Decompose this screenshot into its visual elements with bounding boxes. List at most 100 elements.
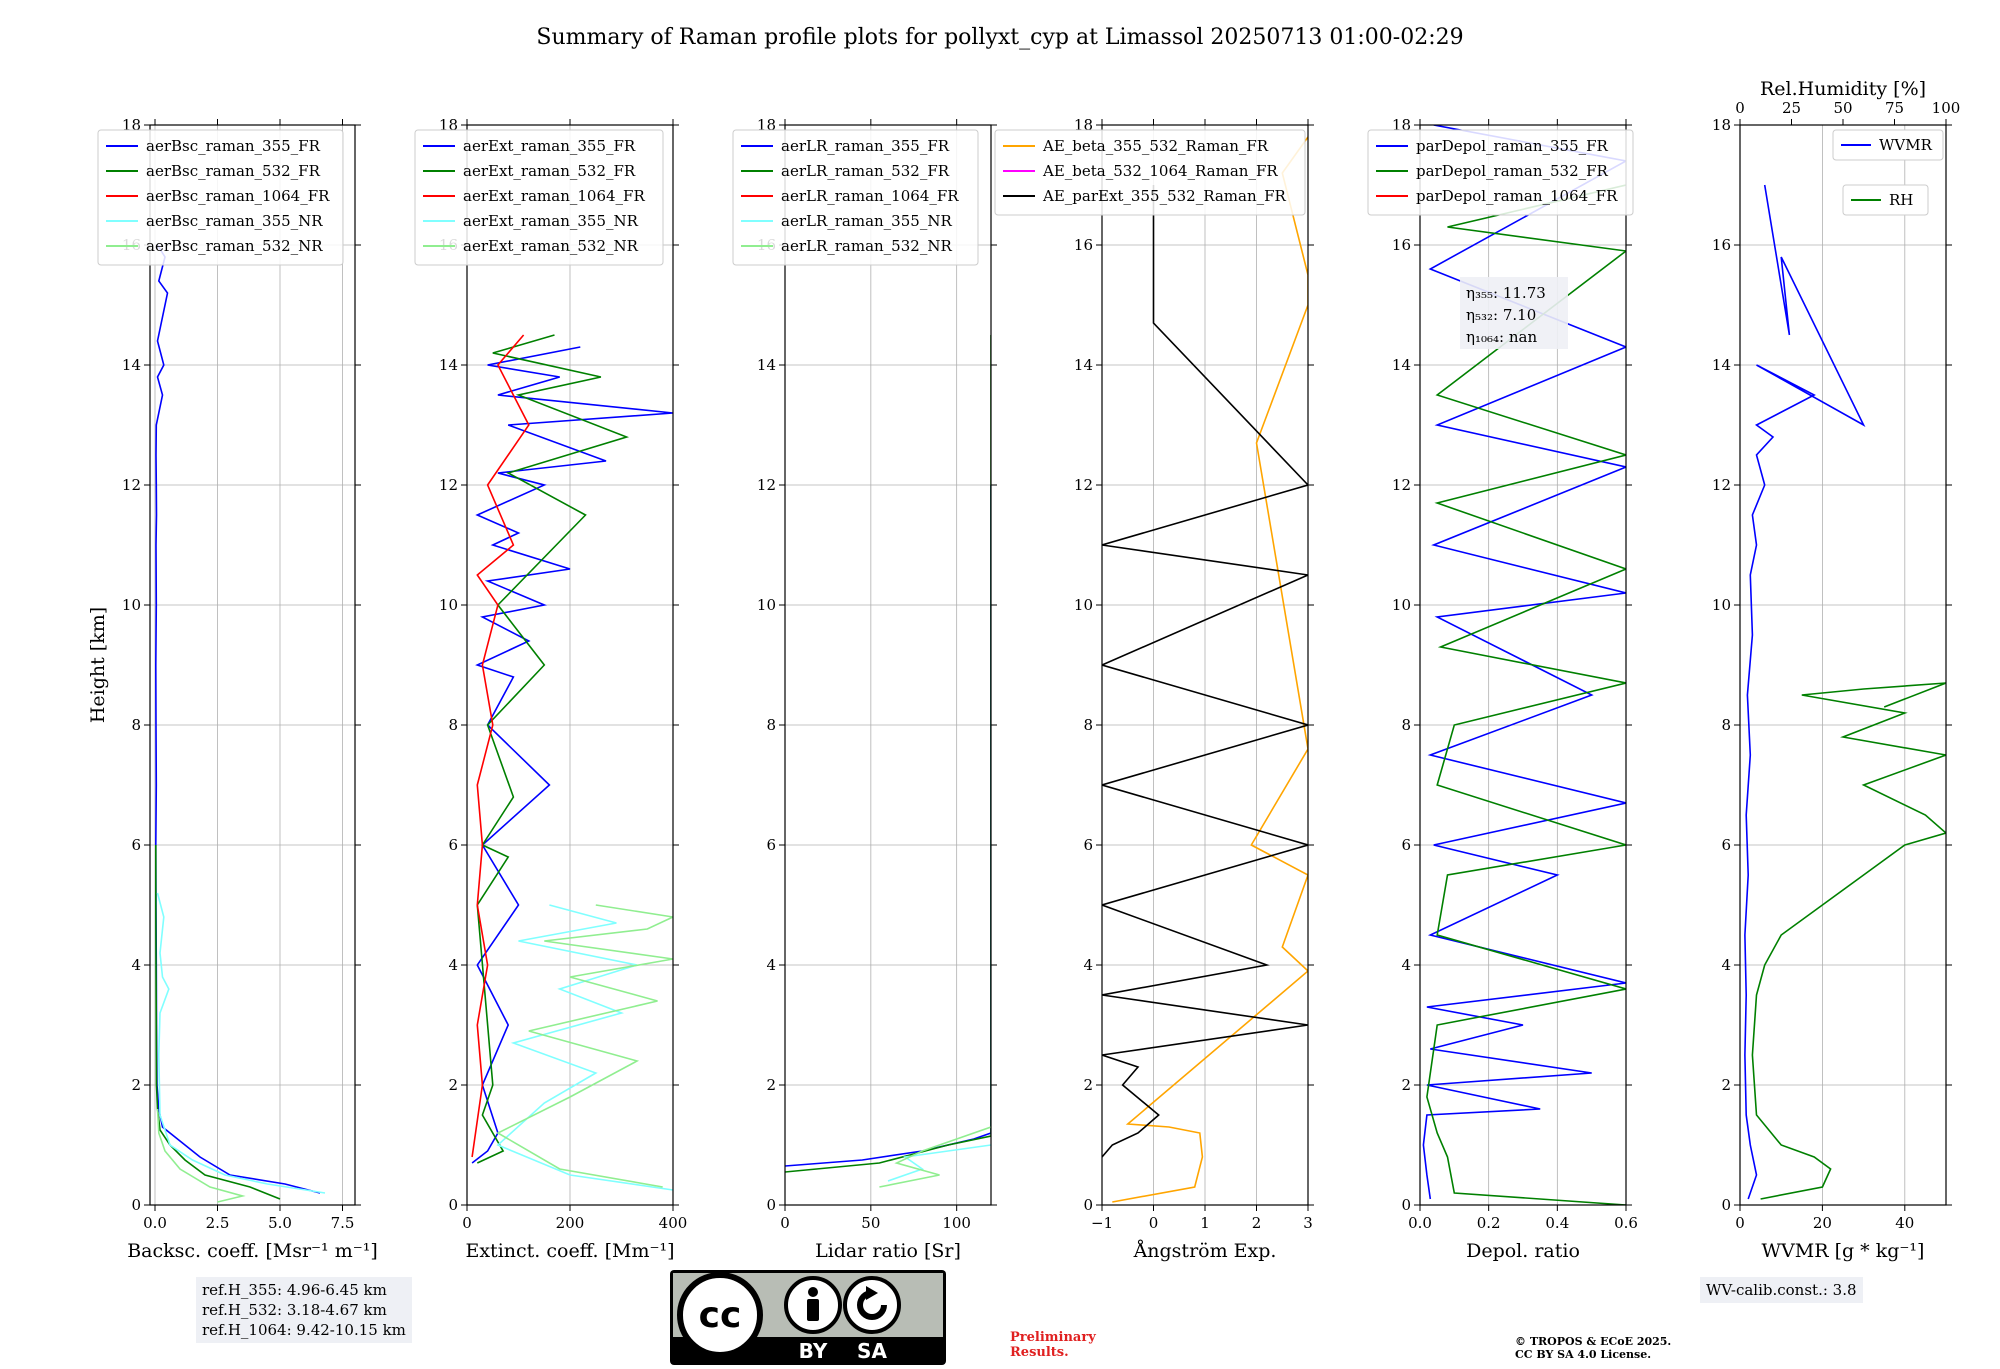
x2tick-label: 100: [1932, 99, 1961, 117]
xtick-label: 7.5: [331, 1214, 355, 1232]
legend-entry: aerLR_raman_1064_FR: [781, 187, 959, 205]
legend-entry: aerExt_raman_1064_FR: [463, 187, 645, 205]
ytick-label: 4: [766, 956, 776, 974]
series-line-aerBsc_raman_355_NR: [156, 892, 326, 1194]
axes-frame: [1101, 124, 1309, 1206]
cc-badge-graphic: cc BY SA: [673, 1272, 943, 1363]
ytick-label: 4: [1401, 956, 1411, 974]
copyright-line-1: © TROPOS & ECoE 2025.: [1515, 1335, 1672, 1348]
ytick-label: 14: [1392, 356, 1411, 374]
legend-entry: aerBsc_raman_532_NR: [146, 237, 323, 255]
x-axis-label: Backsc. coeff. [Msr⁻¹ m⁻¹]: [127, 1240, 378, 1262]
ytick-label: 8: [131, 716, 141, 734]
ytick-label: 14: [757, 356, 776, 374]
ytick-label: 6: [131, 836, 141, 854]
legend-entry: aerExt_raman_532_NR: [463, 237, 639, 255]
legend-frame: [1832, 129, 1944, 161]
ytick-label: 10: [1392, 596, 1411, 614]
legend: aerExt_raman_355_FR aerExt_raman_532_FRae…: [414, 129, 664, 266]
ytick-label: 0: [448, 1196, 458, 1214]
ytick-label: 4: [1083, 956, 1093, 974]
legend-entry: parDepol_raman_355_FR: [1416, 137, 1609, 155]
legend-entry: aerExt_raman_355_NR: [463, 212, 639, 230]
xtick-label: 40: [1895, 1214, 1914, 1232]
series-line-parDepol_raman_355_FR: [1422, 125, 1626, 1200]
x-axis-label: Lidar ratio [Sr]: [815, 1240, 961, 1262]
y-axis-label: Height [km]: [87, 607, 109, 723]
eta-line: η₃₅₅: 11.73: [1466, 284, 1546, 302]
x-axis-label: Depol. ratio: [1466, 1240, 1580, 1262]
series-group: [1422, 125, 1626, 1205]
ytick-label: 10: [439, 596, 458, 614]
xtick-label: 0: [780, 1214, 790, 1232]
ytick-label: 6: [1401, 836, 1411, 854]
x-axis-label: Extinct. coeff. [Mm⁻¹]: [465, 1240, 674, 1262]
ytick-label: 2: [766, 1076, 776, 1094]
ytick-label: 14: [1074, 356, 1093, 374]
legend: aerBsc_raman_355_FR aerBsc_raman_532_FRae…: [97, 129, 344, 266]
ytick-label: 16: [1074, 236, 1093, 254]
series-line-AE_parExt_355_532_Raman_FR: [1102, 185, 1308, 1158]
ytick-label: 6: [1083, 836, 1093, 854]
ytick-label: 16: [1712, 236, 1731, 254]
legend-frame: [97, 129, 344, 266]
series-line-WVMR: [1744, 184, 1866, 1200]
xtick-label: 0: [462, 1214, 472, 1232]
ytick-label: 10: [1074, 596, 1093, 614]
legend-frame: [994, 129, 1306, 216]
series-line-aerExt_raman_532_FR: [476, 334, 630, 1164]
preliminary-note: Preliminary Results.: [1010, 1330, 1096, 1360]
copyright-note: © TROPOS & ECoE 2025. CC BY SA 4.0 Licen…: [1515, 1335, 1671, 1361]
legend-entry: aerBsc_raman_1064_FR: [146, 187, 330, 205]
legend-entry: aerBsc_raman_355_FR: [146, 137, 321, 155]
ytick-label: 2: [1083, 1076, 1093, 1094]
x2tick-label: 25: [1782, 99, 1801, 117]
xtick-label: 0.0: [143, 1214, 167, 1232]
series-line-AE_beta_355_532_Raman_FR: [1112, 136, 1308, 1203]
legend-entry: aerLR_raman_355_NR: [781, 212, 952, 230]
eta-box: [1460, 277, 1568, 349]
axes-frame: [1739, 124, 1947, 1206]
ytick-label: 10: [757, 596, 776, 614]
eta-annotation: η₃₅₅: 11.73 η₅₃₂: 7.10 η₁₀₆₄: nan: [1460, 277, 1568, 349]
figure-title: Summary of Raman profile plots for polly…: [536, 25, 1463, 50]
legend-entry: RH: [1889, 191, 1913, 209]
cc-license-badge: cc BY SA: [670, 1270, 946, 1365]
ytick-label: 4: [1721, 956, 1731, 974]
ytick-label: 12: [122, 476, 141, 494]
ytick-label: 16: [1392, 236, 1411, 254]
ytick-label: 6: [766, 836, 776, 854]
axes-frame: [784, 124, 992, 1206]
series-line-aerExt_raman_1064_FR: [471, 334, 530, 1158]
series-line-aerExt_raman_355_NR: [496, 904, 673, 1191]
legend-entry: aerExt_raman_532_FR: [463, 162, 636, 180]
copyright-line-2: CC BY SA 4.0 License.: [1515, 1348, 1652, 1361]
series-group: [1102, 136, 1308, 1203]
xtick-label: 0: [1149, 1214, 1159, 1232]
sa-label: SA: [857, 1339, 887, 1363]
legend-entry: aerBsc_raman_355_NR: [146, 212, 323, 230]
x2tick-label: 0: [1735, 99, 1745, 117]
legend-entry: aerExt_raman_355_FR: [463, 137, 636, 155]
cc-logo-icon: [677, 1272, 763, 1358]
ytick-label: 8: [766, 716, 776, 734]
ytick-label: 8: [1401, 716, 1411, 734]
eta-line: η₅₃₂: 7.10: [1466, 306, 1536, 324]
xtick-label: 200: [556, 1214, 585, 1232]
x-axis-label: WVMR [g * kg⁻¹]: [1762, 1240, 1925, 1262]
share-alike-icon: [843, 1276, 901, 1334]
series-line-aerLR_raman_355_FR: [785, 485, 991, 1167]
xtick-label: 0.4: [1545, 1214, 1569, 1232]
series-line-aerLR_raman_532_FR: [785, 335, 991, 1173]
panel-lidar_ratio: 024681012141618050100Lidar ratio [Sr]aer…: [732, 116, 997, 1262]
legend-entry: AE_beta_355_532_Raman_FR: [1042, 137, 1269, 155]
x2-axis-label: Rel.Humidity [%]: [1760, 78, 1926, 100]
ytick-label: 8: [448, 716, 458, 734]
xtick-label: 3: [1303, 1214, 1313, 1232]
ytick-label: 2: [1721, 1076, 1731, 1094]
legend: aerLR_raman_355_FR aerLR_raman_532_FR aerL…: [732, 129, 979, 266]
cc-logo-text: cc: [699, 1295, 742, 1336]
ytick-label: 12: [1712, 476, 1731, 494]
legend-entry: aerLR_raman_355_FR: [781, 137, 950, 155]
